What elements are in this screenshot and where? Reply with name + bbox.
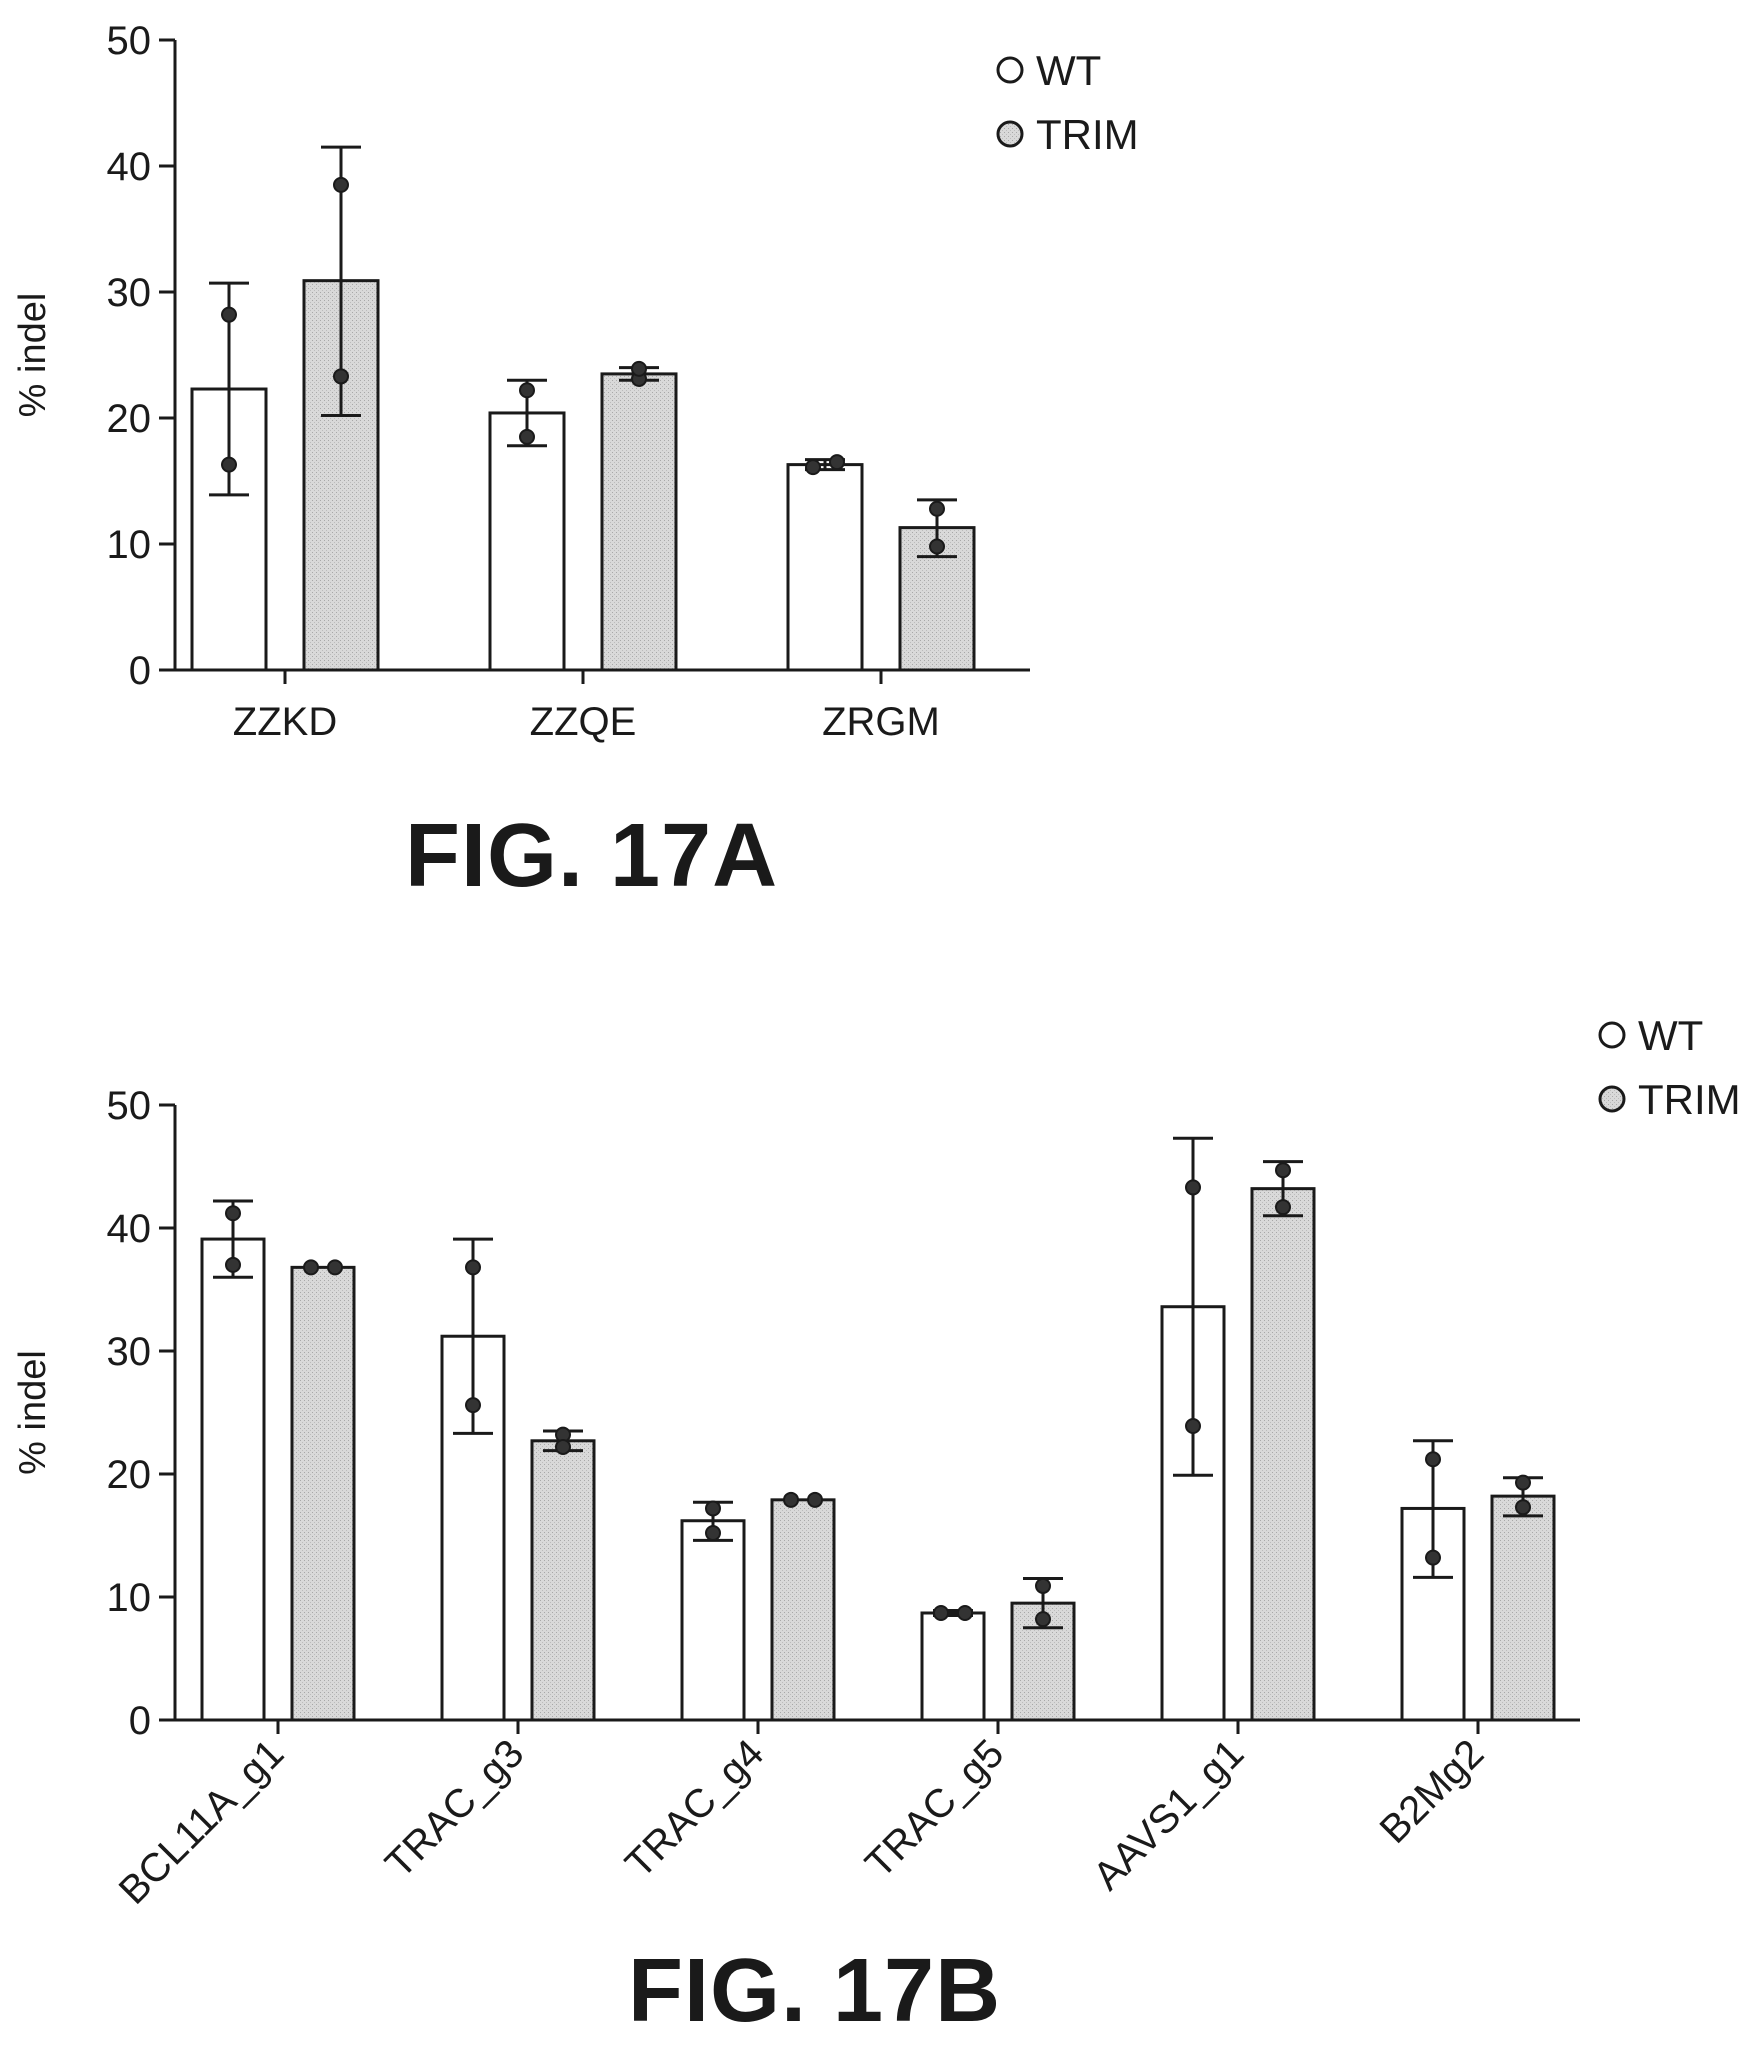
legend-marker-trim [1598,1085,1626,1113]
data-point [333,368,349,385]
x-tick-label: TRAC_g4 [617,1731,772,1886]
data-point [555,1438,571,1455]
data-point [1425,1451,1441,1468]
chart-17b: 0 10 20 30 40 50 % indel BCL11A_g1 TRAC_g3 TRAC_g… [12,1012,1741,1913]
y-tick-label: 40 [107,145,152,189]
y-tick-label: 50 [107,19,152,63]
y-tick-label: 30 [107,271,152,315]
y-axis-label: % indel [12,1350,54,1475]
y-axis-label: % indel [12,293,54,418]
data-point [933,1604,949,1621]
data-point [631,360,647,377]
legend-label-wt: WT [1036,47,1101,94]
data-point [225,1205,241,1222]
y-tick-label: 10 [107,523,152,567]
bar-wt [680,1519,746,1722]
bar-wt [488,411,566,672]
data-point [519,428,535,445]
x-tick-label: BCL11A_g1 [111,1731,293,1913]
data-point [1275,1199,1291,1216]
data-point [1515,1499,1531,1516]
data-point [519,382,535,399]
data-point [1275,1162,1291,1179]
data-point [465,1397,481,1414]
bar-trim [1250,1187,1316,1722]
x-tick-label: B2Mg2 [1372,1731,1493,1852]
bar-trim [530,1439,596,1722]
data-point [957,1604,973,1621]
legend-marker-wt [1598,1021,1626,1049]
y-tick-label: 10 [107,1576,152,1620]
bar-wt [920,1611,986,1722]
data-point [929,500,945,517]
data-point [221,306,237,323]
legend-marker-trim [996,120,1024,148]
data-point [829,454,845,471]
bar-trim [600,372,678,672]
y-tick-label: 20 [107,397,152,441]
data-point [1515,1474,1531,1491]
data-point [705,1525,721,1542]
y-tick-label: 50 [107,1084,152,1128]
bar-trim [290,1265,356,1722]
figure-17a: 0 10 20 30 40 50 % indel ZZKD ZZQE ZRGM WT TRIM [0,0,1762,950]
bar-trim [1490,1494,1556,1722]
y-tick-label: 0 [129,1699,151,1743]
data-point [1035,1611,1051,1628]
x-tick-label: TRAC_g3 [377,1731,532,1886]
y-tick-label: 0 [129,649,151,693]
legend-label-trim: TRIM [1036,111,1139,158]
y-tick-label: 30 [107,1330,152,1374]
legend-marker-wt [996,56,1024,84]
x-tick-label: ZRGM [822,700,940,744]
data-point [333,176,349,193]
data-point [1185,1179,1201,1196]
data-point [1425,1549,1441,1566]
figure-caption-17b: FIG. 17B [628,1941,1002,2041]
legend-label-wt: WT [1638,1012,1703,1059]
data-point [225,1256,241,1273]
bar-wt [200,1237,266,1722]
data-point [1185,1418,1201,1435]
figure-caption-17a: FIG. 17A [405,806,779,906]
data-point [303,1259,319,1276]
data-point [807,1491,823,1508]
data-point [327,1259,343,1276]
bar-trim [770,1498,836,1722]
data-point [1035,1577,1051,1594]
y-tick-label: 40 [107,1207,152,1251]
legend-label-trim: TRIM [1638,1076,1741,1123]
y-tick-label: 20 [107,1453,152,1497]
data-point [929,538,945,555]
data-point [221,456,237,473]
bar-wt [786,463,864,672]
x-tick-label: TRAC_g5 [857,1731,1012,1886]
x-tick-label: ZZKD [233,700,337,744]
chart-17a: 0 10 20 30 40 50 % indel ZZKD ZZQE ZRGM WT TRIM [12,19,1139,744]
data-point [783,1491,799,1508]
data-point [805,459,821,476]
figure-17b: 0 10 20 30 40 50 % indel BCL11A_g1 TRAC_g3 TRAC_g… [0,1000,1762,2070]
x-tick-label: AAVS1_g1 [1085,1731,1252,1898]
x-tick-label: ZZQE [530,700,637,744]
data-point [705,1500,721,1517]
data-point [465,1259,481,1276]
